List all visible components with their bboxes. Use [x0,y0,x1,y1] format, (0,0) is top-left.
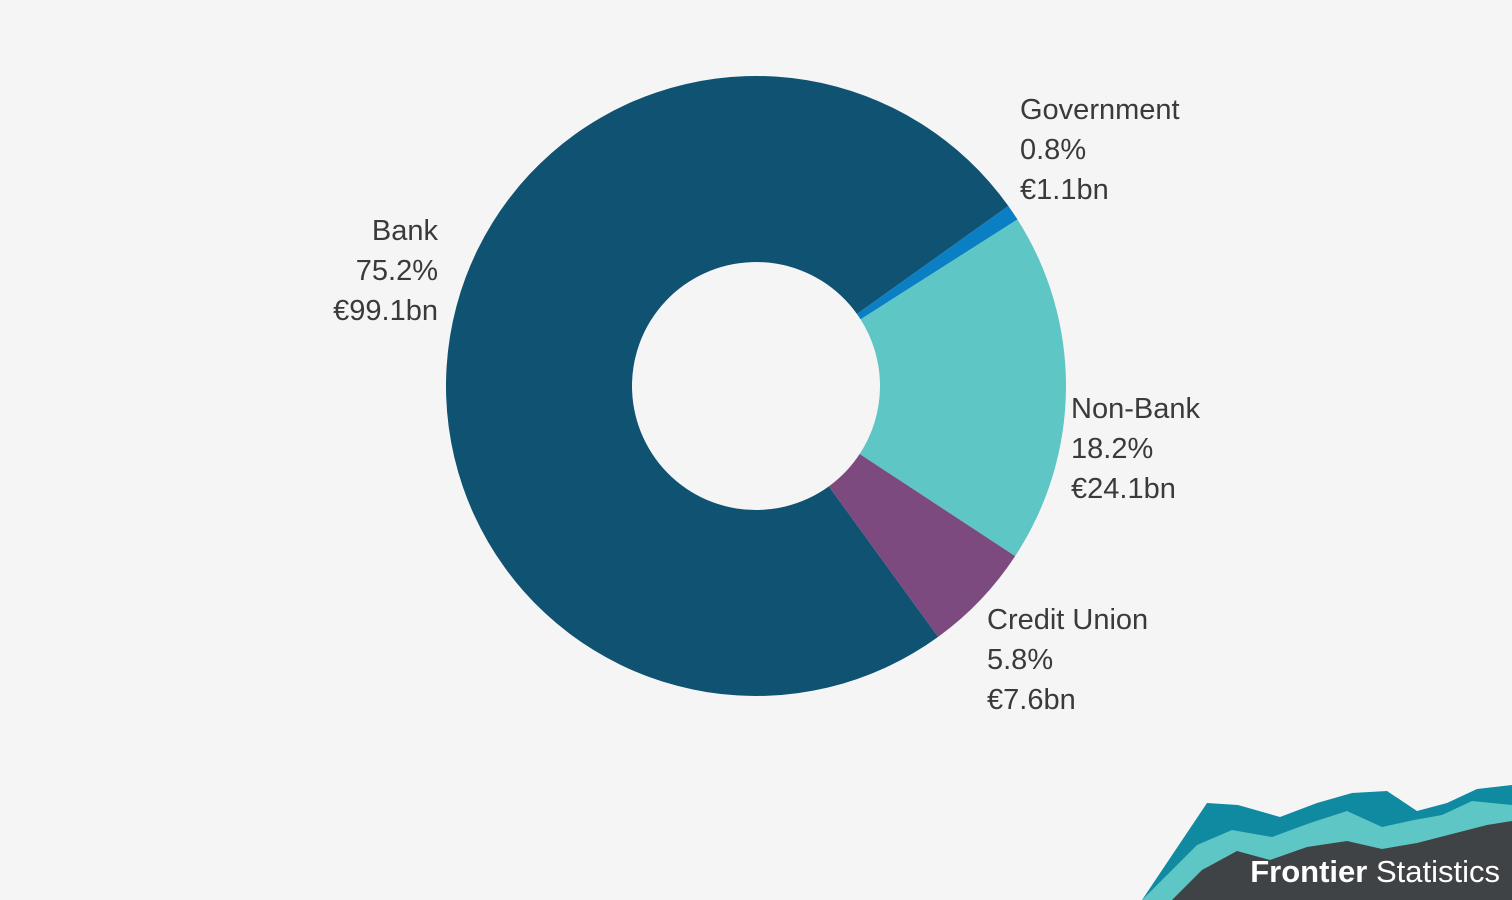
slice-value-credit-union: €7.6bn [987,684,1076,716]
slice-label-non-bank: Non-Bank 18.2% €24.1bn [1071,389,1200,509]
slice-label-government: Government 0.8% €1.1bn [1020,90,1180,210]
slice-percent-credit-union: 5.8% [987,644,1054,676]
slice-percent-government: 0.8% [1020,134,1087,166]
mountain-logo-icon [1142,785,1512,900]
logo-word-statistics: Statistics [1367,854,1500,889]
slice-percent-bank: 75.2% [355,255,438,287]
slice-label-bank: Bank 75.2% €99.1bn [333,211,438,331]
slice-value-non-bank: €24.1bn [1071,473,1176,505]
slice-bank [446,76,1009,697]
frontier-statistics-logo: Frontier Statistics [1142,785,1512,900]
slice-name-non-bank: Non-Bank [1071,393,1200,425]
logo-word-frontier: Frontier [1250,854,1368,889]
slice-government [856,205,1018,320]
slice-percent-non-bank: 18.2% [1071,433,1154,465]
slice-value-bank: €99.1bn [333,295,438,327]
slice-non-bank [859,219,1066,557]
slice-name-government: Government [1020,94,1180,126]
slice-name-credit-union: Credit Union [987,604,1149,636]
slice-name-bank: Bank [371,215,438,247]
slice-label-credit-union: Credit Union 5.8% €7.6bn [987,600,1148,720]
logo-wordmark: Frontier Statistics [1250,854,1500,890]
slice-credit-union [828,454,1016,637]
slice-value-government: €1.1bn [1020,174,1109,206]
